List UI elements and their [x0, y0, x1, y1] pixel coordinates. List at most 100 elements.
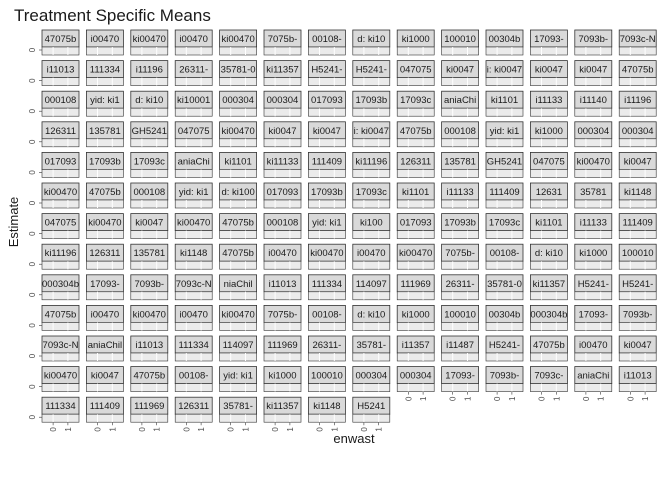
- y-tick-label: 0: [28, 414, 37, 419]
- strip-label: 7075b-: [268, 309, 298, 320]
- facet-panel: 100010: [618, 243, 657, 270]
- facet-panel: 26311-: [441, 274, 480, 301]
- strip-label: ki11133: [267, 156, 299, 167]
- plot-area: [574, 230, 613, 239]
- strip-label: 047075: [45, 218, 77, 229]
- y-tick-label: 0: [28, 200, 37, 205]
- x-tick-label: 1: [108, 427, 117, 432]
- strip-label: ki11196: [355, 156, 387, 167]
- facet-panel: yid: ki1: [307, 213, 346, 239]
- strip-label: 017093: [311, 95, 343, 106]
- plot-area: [263, 138, 302, 148]
- plot-area: [308, 352, 346, 362]
- plot-area: [41, 352, 80, 362]
- strip-label: 111334: [45, 401, 75, 412]
- strip-label: 100010: [444, 309, 476, 320]
- y-tick-label: 0: [28, 231, 37, 236]
- facet-panel: 47075b: [130, 366, 169, 392]
- strip-label: aniaChi: [444, 95, 476, 106]
- facet-panel: d: ki10: [130, 90, 169, 117]
- x-tick-label: 0: [49, 427, 58, 432]
- x-tick-label: 0: [449, 396, 458, 401]
- plot-area: [530, 260, 568, 270]
- plot-area: [174, 352, 213, 362]
- plot-area: [441, 199, 479, 209]
- plot-area: [441, 138, 479, 148]
- plot-area: [441, 230, 479, 239]
- plot-area: [41, 260, 80, 270]
- facet-panel: 7093b-: [618, 304, 657, 331]
- strip-label: 35781-: [223, 401, 253, 412]
- strip-label: ki00470: [399, 248, 432, 259]
- facet-panel: i11133: [574, 213, 613, 239]
- strip-label: ki00470: [44, 187, 77, 198]
- facet-panel: 35781-: [219, 396, 258, 423]
- strip-label: ki00470: [310, 248, 343, 259]
- plot-area: [618, 352, 657, 362]
- facet-panel: i11133: [530, 90, 568, 117]
- facet-panel: 114097: [219, 335, 258, 362]
- facet-panel: 17093-: [441, 366, 480, 392]
- strip-label: H5241-: [311, 65, 342, 76]
- y-tick-label: 0: [28, 108, 37, 113]
- strip-label: 7093b-: [623, 309, 653, 320]
- facet-panel: ki1000: [530, 121, 568, 148]
- plot-area: [530, 107, 568, 117]
- strip-label: niaChil: [224, 279, 253, 290]
- strip-label: ki10001: [177, 95, 210, 106]
- plot-area: [86, 260, 124, 270]
- plot-area: [574, 322, 613, 331]
- plot-area: [130, 138, 169, 148]
- strip-label: ki0047: [446, 65, 474, 76]
- plot-area: [130, 352, 169, 362]
- plot-area: [174, 169, 213, 178]
- facet-panel: GH5241: [130, 121, 169, 148]
- plot-area: [441, 352, 479, 362]
- facet-panel: H5241-: [485, 335, 524, 362]
- plot-area: [396, 107, 435, 117]
- plot-area: [219, 199, 257, 209]
- x-tick-label: 1: [330, 427, 339, 432]
- plot-area: [263, 352, 302, 362]
- strip-label: ki0047: [535, 65, 563, 76]
- strip-label: 111409: [623, 218, 653, 229]
- facet-panel: 35781: [574, 182, 613, 209]
- plot-area: [219, 107, 257, 117]
- x-tick-label: 0: [582, 396, 591, 401]
- facet-panel: ki0047: [530, 60, 568, 86]
- strip-label: ki1101: [491, 95, 518, 106]
- facet-panel: 17093b: [441, 213, 480, 239]
- facet-panel: ki1000: [574, 243, 613, 270]
- facet-panel: ki1000: [263, 366, 302, 392]
- strip-label: i00470: [268, 248, 297, 259]
- plot-area: [396, 77, 435, 86]
- facet-panel: 000108: [130, 182, 169, 209]
- strip-label: ki11357: [533, 279, 566, 290]
- strip-label: 35781-0: [221, 65, 256, 76]
- strip-label: i11013: [47, 65, 75, 76]
- strip-label: 47075b: [622, 65, 654, 76]
- strip-label: 7093c-N: [43, 340, 79, 351]
- plot-area: [41, 46, 80, 56]
- plot-area: [352, 352, 391, 362]
- plot-area: [618, 291, 657, 301]
- plot-area: [41, 383, 80, 392]
- strip-label: 135781: [133, 248, 165, 259]
- strip-label: 17093b: [89, 156, 121, 167]
- facet-panel: i00470: [174, 304, 213, 331]
- plot-area: [352, 138, 391, 148]
- facet-panel: i11013: [130, 335, 169, 362]
- plot-area: [174, 138, 213, 148]
- facet-panel: ki11357: [530, 274, 568, 301]
- strip-label: i00470: [579, 340, 608, 351]
- facet-panel: 111969: [396, 274, 435, 301]
- facet-panel: 35781-0: [485, 274, 524, 301]
- strip-label: 00304b: [489, 309, 521, 320]
- plot-area: [352, 291, 391, 301]
- plot-area: [485, 291, 524, 301]
- plot-area: [130, 77, 169, 86]
- strip-label: 047075: [400, 65, 432, 76]
- y-tick-label: 0: [28, 170, 37, 175]
- facet-panel: 111334: [174, 335, 213, 362]
- plot-area: [86, 199, 124, 209]
